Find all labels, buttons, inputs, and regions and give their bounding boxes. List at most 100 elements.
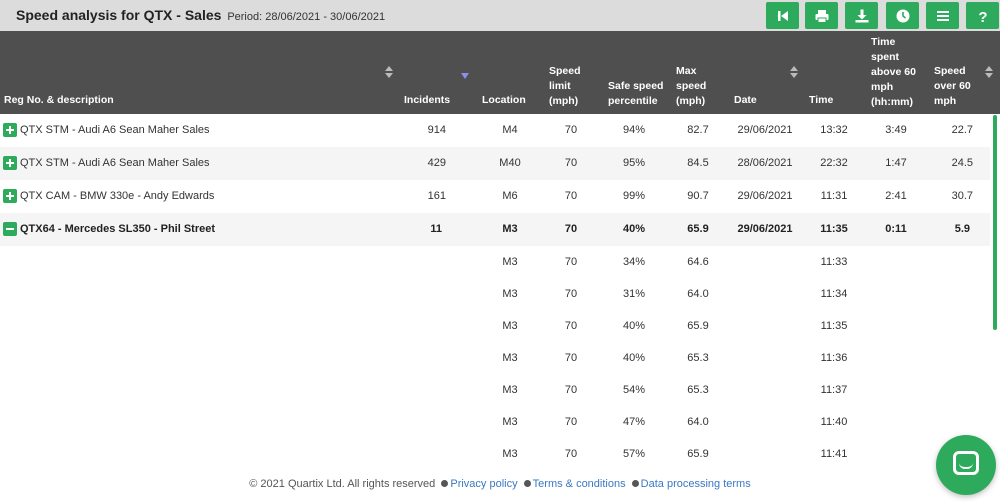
limit-cell: 70 xyxy=(564,320,578,332)
reg-cell: QTX64 - Mercedes SL350 - Phil Street xyxy=(20,223,216,235)
percentile-cell: 99% xyxy=(622,190,646,202)
percentile-cell: 54% xyxy=(622,384,646,396)
location-cell: M3 xyxy=(502,352,518,364)
max-speed-cell: 65.3 xyxy=(687,352,709,364)
sort-desc-icon[interactable] xyxy=(461,73,469,79)
table-row[interactable]: QTX STM - Audi A6 Sean Maher Sales 429 M… xyxy=(0,147,990,180)
sub-row: M3 70 47% 64.0 11:40 xyxy=(0,406,990,439)
terms-link[interactable]: Terms & conditions xyxy=(532,478,626,490)
print-icon xyxy=(815,9,828,23)
help-button[interactable]: ? xyxy=(966,2,999,29)
location-cell: M3 xyxy=(502,320,518,332)
percentile-cell: 95% xyxy=(622,157,646,169)
table-row-expanded[interactable]: QTX64 - Mercedes SL350 - Phil Street 11 … xyxy=(0,213,990,246)
copyright-text: © 2021 Quartix Ltd. All rights reserved xyxy=(249,478,436,490)
max-speed-cell: 84.5 xyxy=(687,157,709,169)
limit-cell: 70 xyxy=(564,384,578,396)
location-cell: M6 xyxy=(502,190,518,202)
time-cell: 11:33 xyxy=(820,256,848,268)
location-cell: M3 xyxy=(502,223,518,235)
time-cell: 22:32 xyxy=(820,157,848,169)
limit-cell: 70 xyxy=(564,157,578,169)
time-cell: 11:35 xyxy=(820,320,848,332)
top-bar: Speed analysis for QTX - Sales Period: 2… xyxy=(0,0,1000,31)
limit-cell: 70 xyxy=(564,416,578,428)
sort-icon[interactable] xyxy=(385,66,393,78)
data-processing-link[interactable]: Data processing terms xyxy=(640,478,751,490)
sub-row: M3 70 54% 65.3 11:37 xyxy=(0,374,990,407)
table-header: Reg No. & description Incidents Location… xyxy=(0,31,1000,114)
incidents-cell: 429 xyxy=(427,157,446,169)
table-row[interactable]: QTX CAM - BMW 330e - Andy Edwards 161 M6… xyxy=(0,180,990,213)
col-location[interactable]: Location xyxy=(482,94,526,106)
time-cell: 11:40 xyxy=(820,416,848,428)
col-time[interactable]: Time xyxy=(809,94,834,106)
limit-cell: 70 xyxy=(564,256,578,268)
max-speed-cell: 65.9 xyxy=(687,223,709,235)
col-max-speed[interactable]: Max speed (mph) xyxy=(676,65,707,107)
download-icon xyxy=(855,9,868,22)
location-cell: M3 xyxy=(502,256,518,268)
col-speed-limit[interactable]: Speed limit (mph) xyxy=(549,65,581,107)
clock-button[interactable] xyxy=(886,2,919,29)
sort-icon[interactable] xyxy=(790,66,798,78)
incidents-cell: 161 xyxy=(427,190,446,202)
col-percentile[interactable]: Safe speed percentile xyxy=(608,80,664,107)
max-speed-cell: 65.3 xyxy=(687,384,709,396)
chat-icon xyxy=(953,451,979,475)
max-speed-cell: 90.7 xyxy=(687,190,709,202)
col-speed-over[interactable]: Speed over 60 mph xyxy=(934,65,971,107)
limit-cell: 70 xyxy=(564,190,578,202)
col-date[interactable]: Date xyxy=(734,94,757,106)
percentile-cell: 94% xyxy=(622,124,646,136)
reg-cell: QTX CAM - BMW 330e - Andy Edwards xyxy=(20,190,215,202)
percentile-cell: 40% xyxy=(622,320,646,332)
location-cell: M3 xyxy=(502,416,518,428)
table-row[interactable]: QTX STM - Audi A6 Sean Maher Sales 914 M… xyxy=(0,114,990,147)
time-cell: 11:41 xyxy=(820,448,848,460)
date-cell: 29/06/2021 xyxy=(737,223,793,235)
bullet-icon xyxy=(441,480,449,487)
print-button[interactable] xyxy=(805,2,838,29)
report-period: Period: 28/06/2021 - 30/06/2021 xyxy=(227,11,386,23)
menu-icon xyxy=(936,10,949,21)
location-cell: M4 xyxy=(502,124,518,136)
menu-button[interactable] xyxy=(926,2,959,29)
location-cell: M3 xyxy=(502,384,518,396)
max-speed-cell: 64.6 xyxy=(687,256,709,268)
col-incidents[interactable]: Incidents xyxy=(404,94,451,106)
first-page-button[interactable] xyxy=(766,2,799,29)
max-speed-cell: 82.7 xyxy=(687,124,709,136)
location-cell: M3 xyxy=(502,288,518,300)
incidents-cell: 11 xyxy=(430,223,442,235)
time-cell: 11:31 xyxy=(820,190,848,202)
expand-icon[interactable] xyxy=(3,189,17,203)
speed-over-cell: 30.7 xyxy=(951,190,973,202)
privacy-link[interactable]: Privacy policy xyxy=(450,478,518,490)
location-cell: M40 xyxy=(499,157,521,169)
max-speed-cell: 64.0 xyxy=(687,288,709,300)
location-cell: M3 xyxy=(502,448,518,460)
sub-row: M3 70 40% 65.9 11:35 xyxy=(0,310,990,343)
collapse-icon[interactable] xyxy=(3,222,17,236)
expand-icon[interactable] xyxy=(3,156,17,170)
sub-row: M3 70 34% 64.6 11:33 xyxy=(0,246,990,279)
download-button[interactable] xyxy=(845,2,878,29)
percentile-cell: 57% xyxy=(622,448,646,460)
time-above-cell: 0:11 xyxy=(885,223,907,235)
page-title: Speed analysis for QTX - Sales Period: 2… xyxy=(16,7,385,23)
sub-row: M3 70 40% 65.3 11:36 xyxy=(0,342,990,375)
sort-icon[interactable] xyxy=(985,66,993,78)
reg-cell: QTX STM - Audi A6 Sean Maher Sales xyxy=(20,124,210,136)
expand-icon[interactable] xyxy=(3,123,17,137)
percentile-cell: 40% xyxy=(622,223,646,235)
time-above-cell: 1:47 xyxy=(885,157,907,169)
max-speed-cell: 64.0 xyxy=(687,416,709,428)
speed-over-cell: 5.9 xyxy=(954,223,970,235)
scrollbar[interactable] xyxy=(993,115,997,330)
footer: © 2021 Quartix Ltd. All rights reserved … xyxy=(0,478,1000,490)
col-time-above[interactable]: Time spent above 60 mph (hh:mm) xyxy=(871,36,916,108)
col-reg[interactable]: Reg No. & description xyxy=(4,94,114,106)
chat-button[interactable] xyxy=(936,435,996,495)
limit-cell: 70 xyxy=(564,288,578,300)
